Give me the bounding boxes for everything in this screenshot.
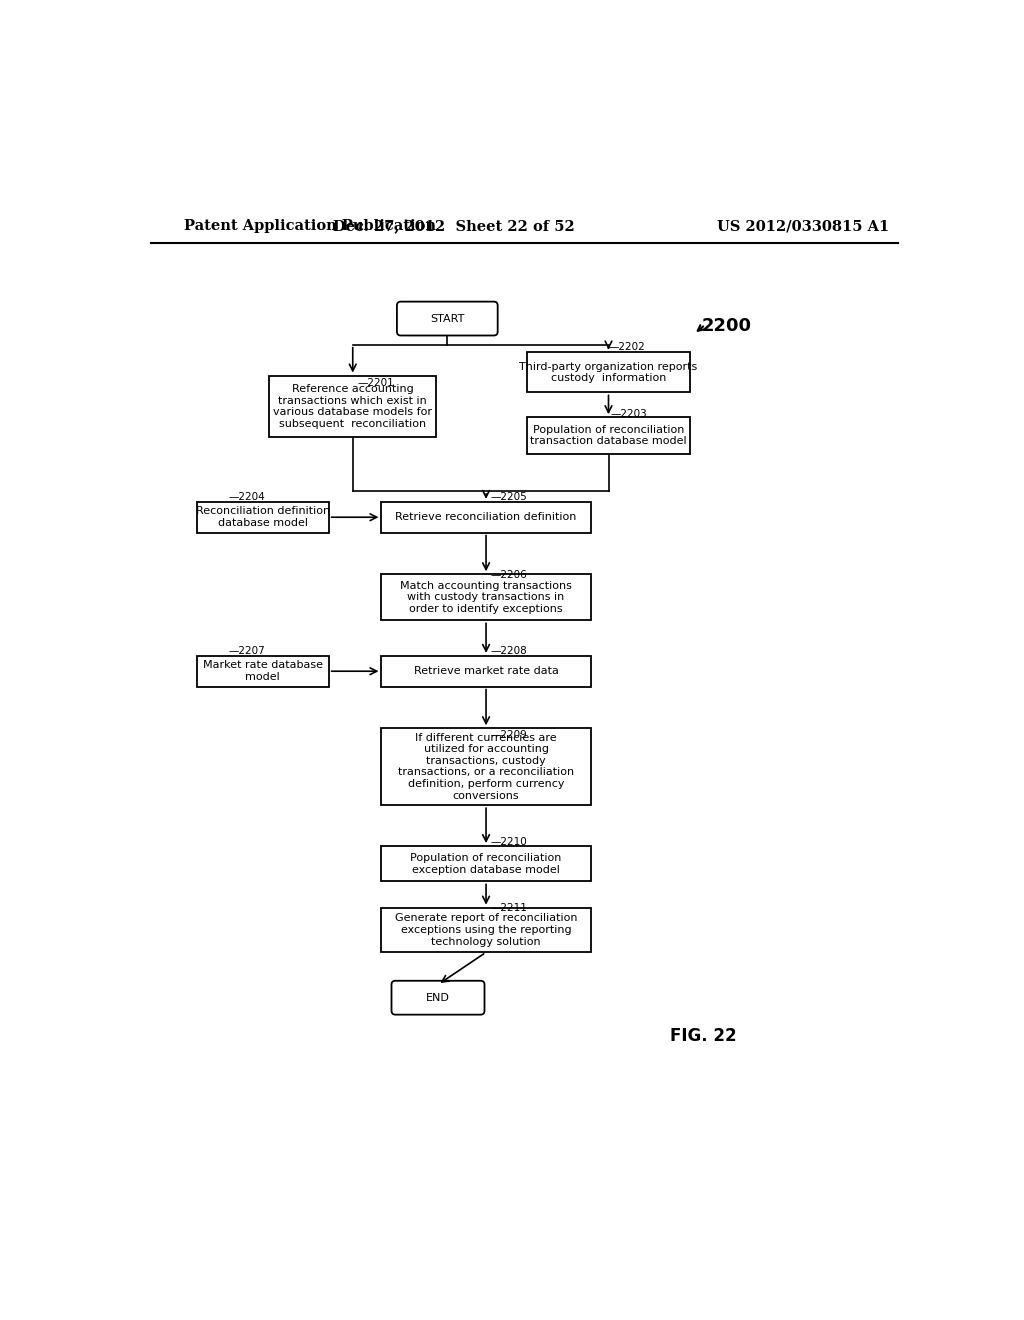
Bar (527, 417, 690, 454)
Text: —2207: —2207 (228, 645, 265, 656)
Bar (381, 574, 591, 620)
Bar (197, 502, 329, 532)
Text: —2209: —2209 (490, 730, 527, 739)
Text: Reconciliation definition
database model: Reconciliation definition database model (196, 507, 330, 528)
Text: Population of reconciliation
exception database model: Population of reconciliation exception d… (411, 853, 562, 875)
Bar (381, 729, 591, 805)
Text: —2205: —2205 (490, 492, 527, 502)
Text: Retrieve market rate data: Retrieve market rate data (414, 667, 558, 676)
Text: Retrieve reconciliation definition: Retrieve reconciliation definition (395, 512, 577, 523)
Text: Third-party organization reports
custody  information: Third-party organization reports custody… (519, 362, 697, 383)
Text: —2206: —2206 (490, 570, 527, 581)
Bar (527, 352, 690, 392)
Text: Reference accounting
transactions which exist in
various database models for
sub: Reference accounting transactions which … (273, 384, 432, 429)
Text: If different currencies are
utilized for accounting
transactions, custody
transa: If different currencies are utilized for… (398, 733, 574, 801)
Bar (381, 502, 591, 532)
Text: —2208: —2208 (490, 645, 527, 656)
FancyBboxPatch shape (391, 981, 484, 1015)
Bar (381, 656, 591, 686)
Bar (269, 376, 436, 437)
Text: —2211: —2211 (490, 903, 527, 913)
Bar (381, 846, 591, 882)
Text: Market rate database
model: Market rate database model (203, 660, 323, 682)
Text: END: END (426, 993, 450, 1003)
Text: Dec. 27, 2012  Sheet 22 of 52: Dec. 27, 2012 Sheet 22 of 52 (333, 219, 574, 234)
Text: US 2012/0330815 A1: US 2012/0330815 A1 (717, 219, 889, 234)
Text: 2200: 2200 (701, 317, 752, 335)
Text: Population of reconciliation
transaction database model: Population of reconciliation transaction… (530, 425, 687, 446)
FancyBboxPatch shape (397, 302, 498, 335)
Text: —2204: —2204 (228, 492, 265, 502)
Text: —2202: —2202 (608, 342, 645, 352)
Text: Match accounting transactions
with custody transactions in
order to identify exc: Match accounting transactions with custo… (400, 581, 572, 614)
Text: —2201: —2201 (357, 378, 394, 388)
Text: FIG. 22: FIG. 22 (671, 1027, 737, 1045)
Text: —2210: —2210 (490, 837, 527, 847)
Text: Patent Application Publication: Patent Application Publication (183, 219, 436, 234)
Bar (381, 908, 591, 952)
Text: START: START (430, 314, 465, 323)
Bar (197, 656, 329, 686)
Text: —2203: —2203 (610, 409, 647, 418)
Text: Generate report of reconciliation
exceptions using the reporting
technology solu: Generate report of reconciliation except… (395, 913, 578, 946)
